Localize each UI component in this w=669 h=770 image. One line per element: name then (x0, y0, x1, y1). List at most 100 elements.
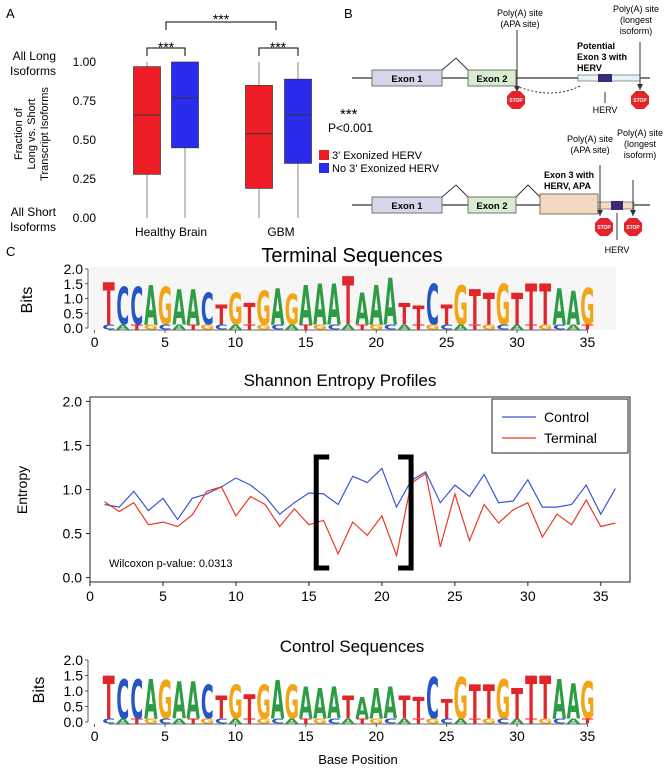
control-logo-title: Control Sequences (280, 637, 425, 656)
logo-letter-minor: C (553, 324, 566, 332)
logo-letter: C (201, 284, 214, 335)
logo-xtick-label: 25 (439, 728, 455, 744)
logo-letter: C (426, 272, 439, 338)
logo-letter: T (398, 296, 410, 331)
logo-letter-minor: G (425, 718, 439, 726)
panel-b: B Exon 1 Exon 2 STOP STOP Poly(A) site (… (344, 4, 663, 255)
logo-letter-minor: C (497, 324, 510, 332)
logo-letter-minor: G (538, 324, 552, 332)
logo-letter-minor: T (244, 718, 256, 726)
logo-letter: G (454, 276, 468, 338)
annotation-pvalue: P<0.001 (328, 121, 373, 135)
logo-xtick-label: 15 (298, 728, 314, 744)
bottom-polya-apa-1: Poly(A) site (567, 134, 613, 144)
logo-xtick-label: 5 (161, 334, 169, 350)
logo-letter-minor: T (525, 324, 537, 332)
top-exon3-2: Exon 3 with (577, 52, 627, 62)
logo-letter-minor: G (482, 718, 496, 726)
bottom-exon1-box (371, 196, 443, 214)
bracket-left (313, 454, 330, 571)
logo-letter: T (539, 272, 551, 338)
logo-letter: A (553, 278, 567, 337)
logo-letter-minor: T (131, 718, 143, 726)
logo-letter: A (172, 279, 186, 336)
bottom-herv-label: HERV (605, 245, 630, 255)
a-ytick-label: 1.00 (73, 55, 97, 69)
bottom-stop-apa-text: STOP (597, 225, 611, 231)
logo-letter-minor: T (356, 718, 368, 726)
top-stop-longest (631, 91, 649, 109)
top-polya-longest-3: isoform) (620, 26, 653, 36)
logo-letter-minor: C (497, 718, 510, 726)
logo-letter: A (355, 692, 369, 726)
all-long-label-2: Isoforms (10, 64, 56, 78)
a-ylabel-1: Fraction of (13, 107, 25, 160)
logo-letter-minor: G (313, 324, 327, 332)
logo-letter-minor: C (271, 324, 284, 332)
logo-letter: T (483, 677, 495, 730)
logo-letter: T (342, 264, 354, 341)
sig-bracket-healthy (146, 47, 186, 56)
logo-letter: G (158, 278, 172, 338)
all-short-label-1: All Short (11, 205, 57, 219)
entropy-legend-label: Terminal (544, 430, 597, 446)
sig-stars-between: *** (213, 11, 230, 27)
all-short-label-2: Isoforms (10, 220, 56, 234)
logo-letter-minor: G (425, 324, 439, 332)
logo-letter-minor: G (369, 324, 383, 332)
entropy-xtick-label: 30 (520, 588, 536, 604)
logo-letter-minor: A (172, 324, 186, 332)
bottom-exon1-label: Exon 1 (391, 201, 423, 212)
logo-letter: T (413, 302, 425, 331)
logo-letter-minor: T (356, 324, 368, 332)
annotation-stars: *** (340, 106, 358, 123)
logo-letter: C (130, 667, 143, 732)
logo-letter-minor: G (256, 324, 270, 332)
terminal-logo-title: Terminal Sequences (261, 245, 442, 267)
logo-xtick-label: 35 (580, 334, 596, 350)
logo-letter: G (454, 666, 468, 732)
logo-xtick-label: 10 (228, 728, 244, 744)
logo-letter-minor: A (285, 324, 299, 332)
logo-letter: C (426, 666, 439, 732)
logo-letter-minor: A (172, 718, 186, 726)
logo-letter: T (469, 279, 481, 336)
logo-letter-minor: A (341, 324, 355, 332)
logo-ytick-label: 1.0 (64, 683, 84, 699)
logo-letter-minor: C (102, 324, 115, 332)
logo-letter: T (244, 296, 256, 331)
logo-letter-minor: A (341, 718, 355, 726)
logo-letter-minor: A (285, 718, 299, 726)
legend-swatch-no-exonized (319, 163, 329, 173)
logo-letter-minor: T (244, 324, 256, 332)
logo-letter-minor: T (469, 718, 481, 726)
entropy-xtick-label: 25 (447, 588, 463, 604)
logo-letter: T (398, 690, 410, 726)
top-stop-longest-text: STOP (633, 98, 647, 104)
top-polya-apa-2: (APA site) (500, 19, 539, 29)
logo-letter: G (496, 667, 510, 732)
a-boxes (133, 61, 312, 218)
logo-letter: G (580, 672, 594, 731)
logo-letter-minor: T (300, 324, 312, 332)
logo-xtick-label: 10 (228, 334, 244, 350)
panel-c: C Terminal Sequences Bits 0.00.51.01.52.… (6, 244, 631, 767)
logo-letter: A (271, 278, 285, 337)
logo-letter: C (116, 278, 129, 338)
logo-letter-minor: A (116, 718, 130, 726)
logo-letter: T (215, 301, 227, 332)
logo-letter: G (285, 677, 299, 730)
panel-a: A All Long Isoforms All Short Isoforms F… (6, 6, 440, 239)
entropy-ytick-label: 2.0 (63, 393, 83, 409)
entropy-ytick-label: 1.0 (63, 482, 83, 498)
logo-xtick-label: 20 (368, 334, 384, 350)
logo-letter-minor: A (567, 324, 581, 332)
a-ytick-label: 0.00 (73, 211, 97, 225)
logo-letter: G (285, 285, 299, 335)
logo-letter-minor: G (482, 324, 496, 332)
gene-model-top: Exon 1 Exon 2 STOP STOP Poly(A) site (AP… (352, 4, 659, 115)
logo-letter-minor: C (328, 718, 341, 726)
logo-letter: T (342, 690, 354, 726)
healthy-brain-label: Healthy Brain (135, 225, 207, 239)
top-stop-apa-text: STOP (509, 98, 523, 104)
